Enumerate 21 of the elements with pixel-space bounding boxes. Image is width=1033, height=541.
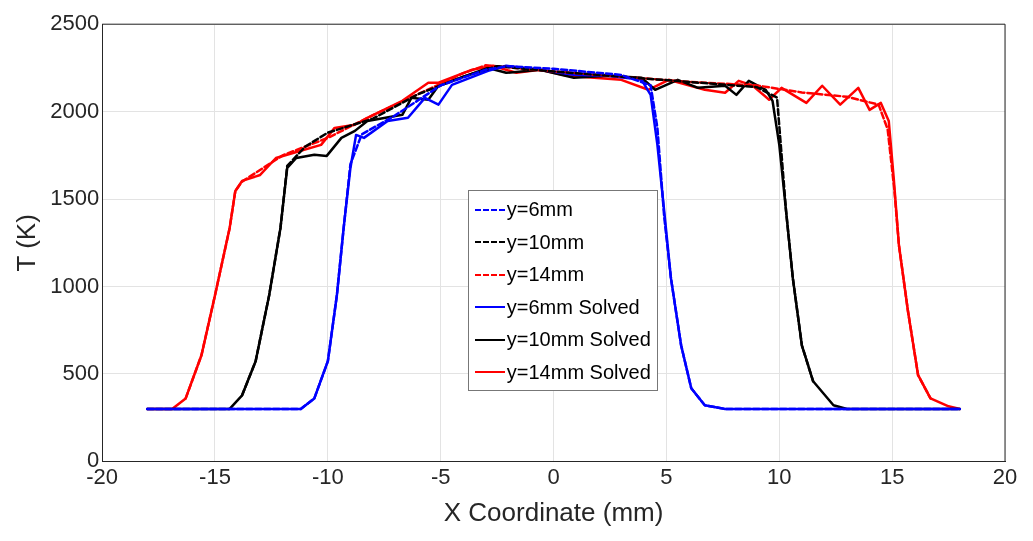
x-tick-label: 5 (660, 463, 673, 489)
legend-label: y=6mm (506, 197, 573, 223)
legend-label: y=6mm Solved (506, 294, 640, 320)
y-tick-label: 2000 (50, 97, 100, 123)
x-tick-label: 15 (879, 463, 905, 489)
legend-label: y=14mm (506, 262, 585, 288)
legend-label: y=10mm (506, 229, 585, 255)
legend-label: y=14mm Solved (506, 359, 651, 385)
x-tick-label: 0 (547, 463, 560, 489)
x-tick-label: -15 (199, 463, 231, 489)
y-tick-label: 1000 (50, 272, 100, 298)
x-axis-title: X Coordinate (mm) (443, 496, 664, 527)
x-tick-label: -10 (311, 463, 344, 489)
y-tick-label: 1500 (50, 185, 100, 211)
legend-label: y=10mm Solved (506, 327, 651, 353)
x-tick-label: 10 (767, 463, 792, 489)
y-axis-title: T (K) (10, 214, 41, 272)
y-tick-label: 500 (62, 360, 100, 386)
x-tick-label: 20 (992, 463, 1018, 489)
x-tick-label: -5 (430, 463, 451, 489)
y-tick-label: 2500 (50, 10, 100, 36)
